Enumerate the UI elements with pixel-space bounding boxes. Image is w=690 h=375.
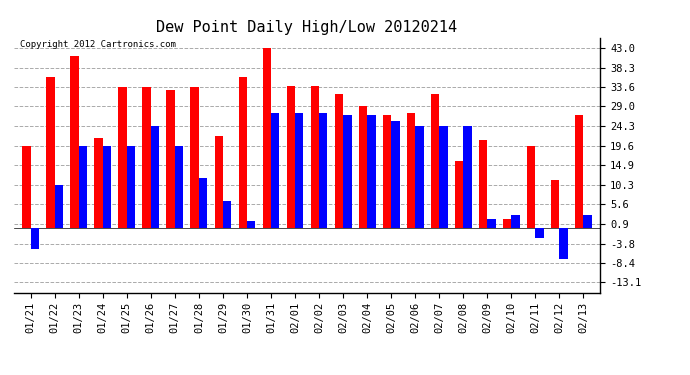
Bar (560, 228, 568, 259)
Bar (584, 215, 592, 228)
Bar (415, 126, 424, 228)
Bar (295, 113, 304, 228)
Bar (407, 113, 415, 228)
Bar (527, 146, 535, 228)
Bar (175, 146, 184, 228)
Bar (479, 140, 487, 228)
Bar (22, 146, 30, 228)
Bar (286, 86, 295, 228)
Bar (263, 48, 271, 228)
Bar (310, 86, 319, 228)
Bar (535, 228, 544, 238)
Bar (575, 115, 584, 228)
Bar (463, 126, 472, 228)
Bar (166, 90, 175, 228)
Bar (223, 201, 231, 228)
Bar (55, 184, 63, 228)
Bar (247, 221, 255, 228)
Bar (271, 113, 279, 228)
Bar (46, 77, 55, 228)
Bar (319, 113, 328, 228)
Text: Copyright 2012 Cartronics.com: Copyright 2012 Cartronics.com (19, 40, 175, 49)
Bar (367, 115, 375, 228)
Bar (190, 87, 199, 228)
Bar (142, 87, 151, 228)
Bar (239, 77, 247, 228)
Bar (199, 177, 207, 228)
Bar (503, 219, 511, 228)
Bar (70, 56, 79, 228)
Bar (103, 146, 111, 228)
Bar (511, 215, 520, 228)
Title: Dew Point Daily High/Low 20120214: Dew Point Daily High/Low 20120214 (157, 20, 457, 35)
Bar (119, 87, 127, 228)
Bar (431, 94, 440, 228)
Bar (215, 136, 223, 228)
Bar (79, 146, 87, 228)
Bar (359, 106, 367, 228)
Bar (455, 161, 463, 228)
Bar (335, 94, 343, 228)
Bar (383, 115, 391, 228)
Bar (440, 126, 448, 228)
Bar (95, 138, 103, 228)
Bar (151, 126, 159, 228)
Bar (30, 228, 39, 249)
Bar (487, 219, 495, 228)
Bar (127, 146, 135, 228)
Bar (551, 180, 560, 228)
Bar (391, 121, 400, 228)
Bar (343, 115, 351, 228)
